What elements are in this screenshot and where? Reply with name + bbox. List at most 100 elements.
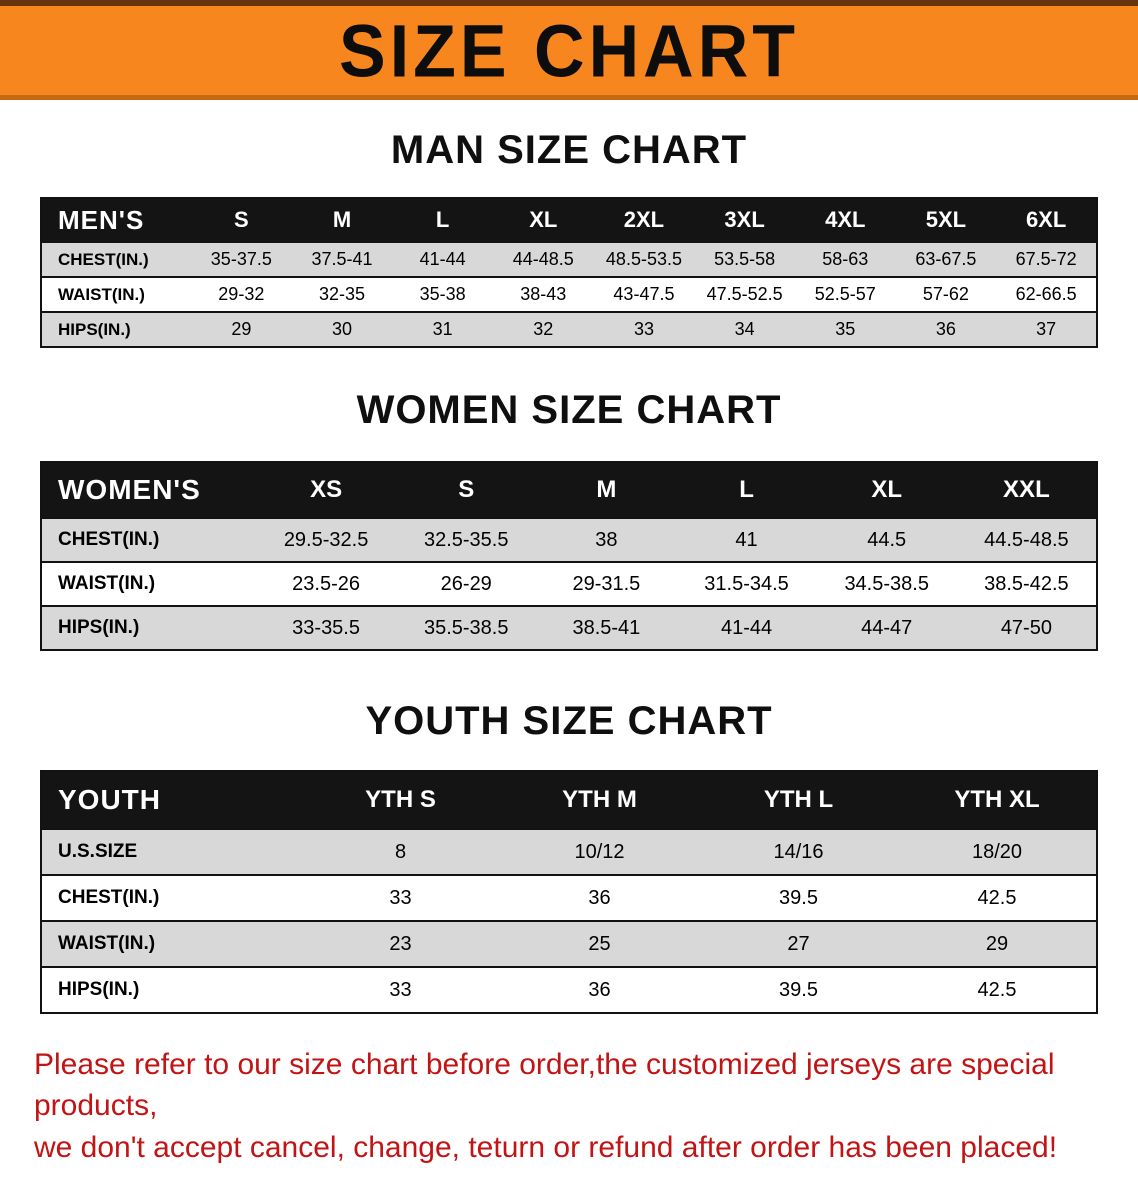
women-col-header-0: XS xyxy=(256,461,397,519)
men-header-row: MEN'S S M L XL 2XL 3XL 4XL 5XL 6XL xyxy=(41,197,1097,243)
men-cell-1-2: 35-38 xyxy=(392,276,493,313)
men-row-0: CHEST(IN.) 35-37.5 37.5-41 41-44 44-48.5 48.5… xyxy=(41,241,1097,278)
section-men: MAN SIZE CHART MEN'S S M L XL 2XL 3XL 4XL 5XL 6XL C… xyxy=(0,128,1138,348)
women-cell-1-2: 29-31.5 xyxy=(536,561,677,607)
men-col-header-5: 3XL xyxy=(694,197,795,243)
men-size-table: MEN'S S M L XL 2XL 3XL 4XL 5XL 6XL CHEST(IN.) 35-37… xyxy=(40,197,1098,348)
youth-cell-3-2: 39.5 xyxy=(699,966,898,1014)
men-cell-1-4: 43-47.5 xyxy=(593,276,695,313)
women-cell-1-5: 38.5-42.5 xyxy=(956,561,1097,607)
men-cell-1-5: 47.5-52.5 xyxy=(694,276,795,313)
men-col-header-2: L xyxy=(392,197,493,243)
men-cell-2-3: 32 xyxy=(492,311,594,348)
men-cell-2-6: 35 xyxy=(794,311,896,348)
men-row-1: WAIST(IN.) 29-32 32-35 35-38 38-43 43-47.5 47.… xyxy=(41,276,1097,313)
men-row-label-0: CHEST(IN.) xyxy=(41,241,191,278)
section-women: WOMEN SIZE CHART WOMEN'S XS S M L XL XXL CHEST(I… xyxy=(0,388,1138,651)
women-cell-2-1: 35.5-38.5 xyxy=(396,605,537,651)
women-corner-label: WOMEN'S xyxy=(41,461,256,519)
men-cell-0-1: 37.5-41 xyxy=(291,241,393,278)
men-col-header-8: 6XL xyxy=(996,197,1097,243)
women-cell-2-4: 44-47 xyxy=(816,605,957,651)
men-cell-0-4: 48.5-53.5 xyxy=(593,241,695,278)
men-cell-1-8: 62-66.5 xyxy=(996,276,1097,313)
women-cell-0-0: 29.5-32.5 xyxy=(256,517,397,563)
women-cell-0-5: 44.5-48.5 xyxy=(956,517,1097,563)
women-header-row: WOMEN'S XS S M L XL XXL xyxy=(41,461,1097,519)
men-cell-2-2: 31 xyxy=(392,311,493,348)
women-row-label-0: CHEST(IN.) xyxy=(41,517,256,563)
men-cell-1-3: 38-43 xyxy=(492,276,594,313)
youth-row-0: U.S.SIZE 8 10/12 14/16 18/20 xyxy=(41,828,1097,876)
men-col-header-4: 2XL xyxy=(593,197,695,243)
disclaimer: Please refer to our size chart before or… xyxy=(0,1044,1138,1168)
youth-cell-2-3: 29 xyxy=(898,920,1097,968)
youth-cell-0-2: 14/16 xyxy=(699,828,898,876)
youth-col-header-1: YTH M xyxy=(500,770,699,830)
women-cell-2-5: 47-50 xyxy=(956,605,1097,651)
banner: SIZE CHART xyxy=(0,0,1138,100)
women-cell-2-2: 38.5-41 xyxy=(536,605,677,651)
youth-cell-2-1: 25 xyxy=(500,920,699,968)
youth-cell-3-1: 36 xyxy=(500,966,699,1014)
men-col-header-1: M xyxy=(291,197,393,243)
men-cell-0-2: 41-44 xyxy=(392,241,493,278)
men-cell-1-0: 29-32 xyxy=(191,276,292,313)
women-size-table: WOMEN'S XS S M L XL XXL CHEST(IN.) 29.5-32.5 32.5… xyxy=(40,461,1098,651)
men-cell-1-1: 32-35 xyxy=(291,276,393,313)
youth-section-heading: YOUTH SIZE CHART xyxy=(365,699,773,743)
youth-cell-0-0: 8 xyxy=(301,828,500,876)
youth-col-header-3: YTH XL xyxy=(898,770,1097,830)
men-corner-label: MEN'S xyxy=(41,197,191,243)
youth-cell-2-0: 23 xyxy=(301,920,500,968)
women-col-header-3: L xyxy=(676,461,817,519)
women-col-header-2: M xyxy=(536,461,677,519)
men-cell-0-3: 44-48.5 xyxy=(492,241,594,278)
youth-size-table: YOUTH YTH S YTH M YTH L YTH XL U.S.SIZE 8 10/12… xyxy=(40,770,1098,1014)
youth-row-2: WAIST(IN.) 23 25 27 29 xyxy=(41,920,1097,968)
women-cell-1-0: 23.5-26 xyxy=(256,561,397,607)
men-col-header-7: 5XL xyxy=(895,197,997,243)
women-col-header-5: XXL xyxy=(956,461,1097,519)
men-section-heading: MAN SIZE CHART xyxy=(390,128,748,172)
youth-cell-3-0: 33 xyxy=(301,966,500,1014)
women-cell-2-0: 33-35.5 xyxy=(256,605,397,651)
men-cell-1-7: 57-62 xyxy=(895,276,997,313)
men-row-label-2: HIPS(IN.) xyxy=(41,311,191,348)
youth-cell-1-0: 33 xyxy=(301,874,500,922)
youth-row-3: HIPS(IN.) 33 36 39.5 42.5 xyxy=(41,966,1097,1014)
youth-row-label-0: U.S.SIZE xyxy=(41,828,301,876)
disclaimer-line-1: Please refer to our size chart before or… xyxy=(34,1048,1055,1123)
men-col-header-3: XL xyxy=(492,197,594,243)
men-col-header-6: 4XL xyxy=(794,197,896,243)
women-cell-0-1: 32.5-35.5 xyxy=(396,517,537,563)
women-cell-0-4: 44.5 xyxy=(816,517,957,563)
youth-cell-1-3: 42.5 xyxy=(898,874,1097,922)
youth-cell-1-1: 36 xyxy=(500,874,699,922)
women-row-label-1: WAIST(IN.) xyxy=(41,561,256,607)
women-row-2: HIPS(IN.) 33-35.5 35.5-38.5 38.5-41 41-44 44-… xyxy=(41,605,1097,651)
men-cell-2-4: 33 xyxy=(593,311,695,348)
women-row-0: CHEST(IN.) 29.5-32.5 32.5-35.5 38 41 44.5 44.5… xyxy=(41,517,1097,563)
disclaimer-line-2: we don't accept cancel, change, teturn o… xyxy=(34,1130,1058,1164)
youth-row-label-2: WAIST(IN.) xyxy=(41,920,301,968)
page-title: SIZE CHART xyxy=(339,9,799,92)
men-row-2: HIPS(IN.) 29 30 31 32 33 34 35 36 37 xyxy=(41,311,1097,348)
youth-cell-0-3: 18/20 xyxy=(898,828,1097,876)
men-col-header-0: S xyxy=(191,197,292,243)
men-cell-0-8: 67.5-72 xyxy=(996,241,1097,278)
men-cell-2-1: 30 xyxy=(291,311,393,348)
women-cell-1-1: 26-29 xyxy=(396,561,537,607)
women-cell-0-3: 41 xyxy=(676,517,817,563)
men-cell-2-7: 36 xyxy=(895,311,997,348)
women-row-1: WAIST(IN.) 23.5-26 26-29 29-31.5 31.5-34.5 34… xyxy=(41,561,1097,607)
men-cell-2-8: 37 xyxy=(996,311,1097,348)
women-col-header-4: XL xyxy=(816,461,957,519)
women-cell-2-3: 41-44 xyxy=(676,605,817,651)
men-row-label-1: WAIST(IN.) xyxy=(41,276,191,313)
youth-header-row: YOUTH YTH S YTH M YTH L YTH XL xyxy=(41,770,1097,830)
women-col-header-1: S xyxy=(396,461,537,519)
men-cell-2-5: 34 xyxy=(694,311,795,348)
women-cell-1-4: 34.5-38.5 xyxy=(816,561,957,607)
women-section-heading: WOMEN SIZE CHART xyxy=(356,388,782,432)
